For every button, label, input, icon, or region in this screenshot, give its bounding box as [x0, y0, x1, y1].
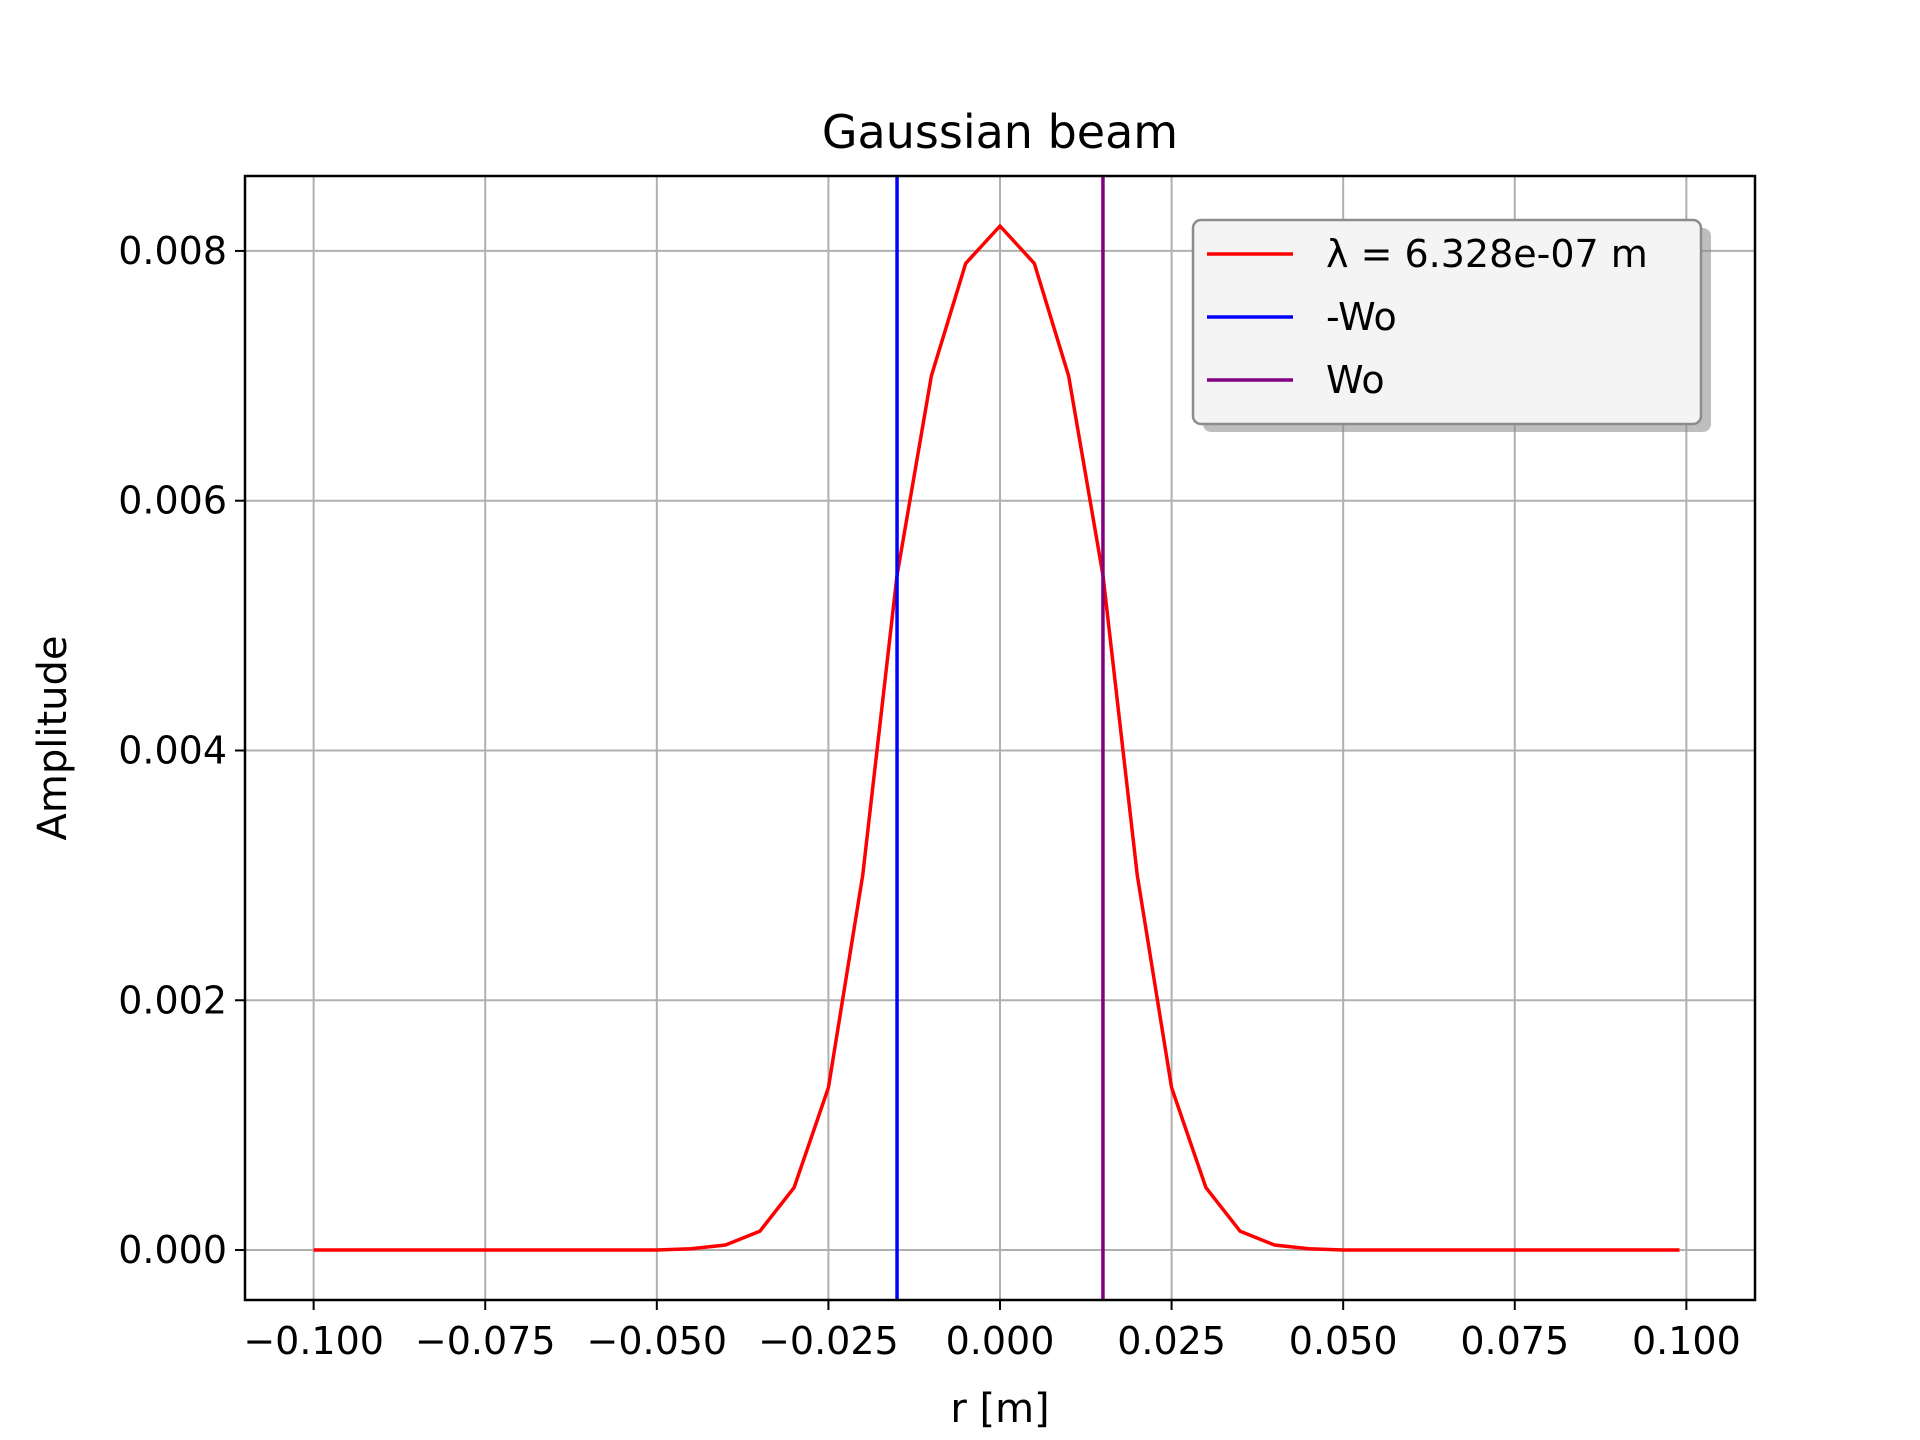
legend-box — [1191, 218, 1703, 426]
y-tick-label: 0.002 — [118, 978, 227, 1022]
y-tick-label: 0.000 — [118, 1228, 227, 1272]
x-tick-label: 0.000 — [946, 1319, 1055, 1363]
x-tick-label: −0.025 — [758, 1319, 899, 1363]
x-tick-label: −0.050 — [586, 1319, 727, 1363]
x-tick-label: 0.075 — [1460, 1319, 1569, 1363]
plot-series — [313, 176, 1680, 1300]
y-tick-label: 0.006 — [118, 479, 227, 523]
x-tick-label: 0.100 — [1632, 1319, 1741, 1363]
axis-ticks: −0.100 −0.075 −0.050 −0.025 0.000 0.025 0.050 0… — [118, 229, 1741, 1363]
x-axis-label: r [m] — [950, 1386, 1049, 1432]
x-tick-label: 0.050 — [1289, 1319, 1398, 1363]
gaussian-curve — [313, 224, 1680, 1252]
x-tick-label: 0.025 — [1117, 1319, 1226, 1363]
x-tick-label: −0.075 — [415, 1319, 556, 1363]
y-tick-label: 0.008 — [118, 229, 227, 273]
legend-label: λ = 6.328e-07 m — [1326, 232, 1648, 276]
legend-entries: λ = 6.328e-07 m -Wo Wo — [1207, 232, 1648, 402]
y-tick-label: 0.004 — [118, 728, 227, 772]
legend-label: -Wo — [1326, 295, 1397, 339]
legend: λ = 6.328e-07 m -Wo Wo — [1191, 218, 1711, 432]
x-tick-label: −0.100 — [243, 1319, 384, 1363]
y-axis-label: Amplitude — [30, 636, 76, 841]
chart-title: Gaussian beam — [822, 105, 1178, 159]
legend-label: Wo — [1326, 358, 1385, 402]
